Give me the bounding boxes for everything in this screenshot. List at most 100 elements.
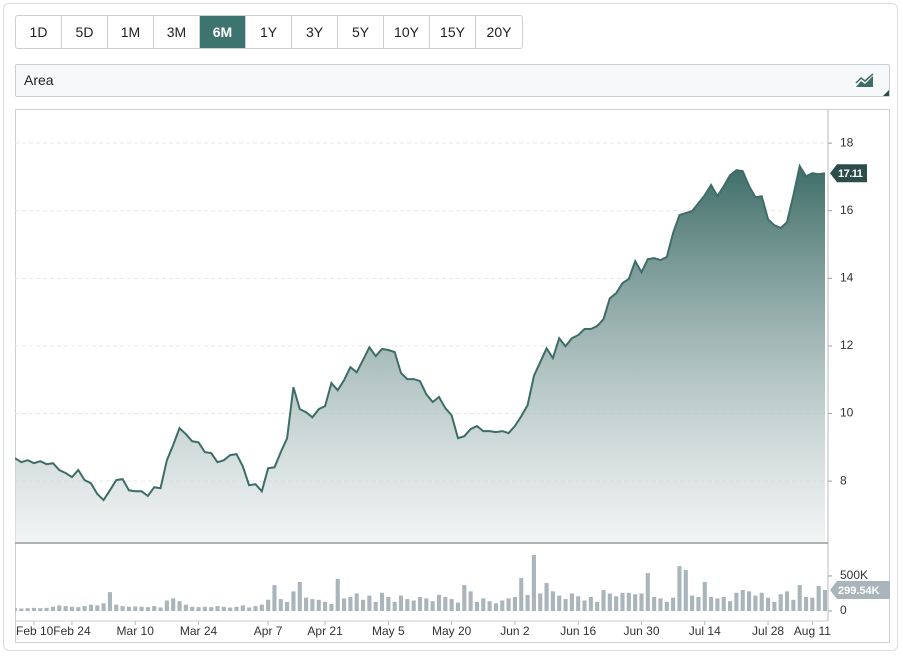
volume-bar bbox=[683, 569, 688, 611]
last-price-tag-bg bbox=[830, 164, 867, 183]
volume-bar bbox=[728, 601, 733, 611]
volume-bar bbox=[183, 604, 188, 611]
y-tick-label: 500K bbox=[840, 568, 868, 582]
volume-bar bbox=[538, 593, 543, 611]
volume-bar bbox=[671, 597, 676, 611]
volume-bar bbox=[550, 591, 555, 611]
y-tick-label: 14 bbox=[840, 271, 854, 285]
x-tick-label: Jun 2 bbox=[500, 624, 530, 638]
volume-bar bbox=[455, 602, 461, 611]
range-button[interactable]: 5D bbox=[62, 16, 108, 48]
volume-bar bbox=[417, 596, 423, 611]
volume-bar bbox=[664, 601, 669, 611]
last-price-tag: 17.11 bbox=[830, 164, 867, 183]
volume-bar bbox=[57, 605, 62, 611]
volume-bar bbox=[487, 601, 492, 611]
volume-bar bbox=[778, 594, 783, 611]
range-button[interactable]: 10Y bbox=[384, 16, 430, 48]
volume-bar bbox=[31, 607, 37, 611]
volume-bar bbox=[753, 595, 758, 611]
volume-bar bbox=[196, 607, 201, 611]
volume-bar bbox=[285, 601, 290, 611]
volume-bar bbox=[69, 606, 75, 611]
volume-bar bbox=[247, 607, 252, 611]
range-button[interactable]: 1D bbox=[16, 16, 62, 48]
volume-bar bbox=[38, 608, 43, 611]
volume-bar bbox=[342, 598, 347, 611]
price-line bbox=[15, 163, 826, 502]
volume-bar bbox=[25, 608, 30, 611]
volume-bar bbox=[411, 600, 416, 611]
volume-bar bbox=[120, 606, 125, 611]
volume-bar bbox=[677, 566, 682, 611]
volume-bar bbox=[278, 599, 283, 611]
x-tick-label: Jun 30 bbox=[623, 624, 659, 638]
volume-bar bbox=[348, 596, 353, 611]
volume-bar bbox=[430, 601, 435, 611]
volume-bar bbox=[386, 596, 391, 611]
range-button[interactable]: 1M bbox=[108, 16, 154, 48]
volume-bar bbox=[443, 596, 448, 611]
volume-bar bbox=[468, 591, 473, 611]
volume-bar bbox=[759, 592, 764, 611]
volume-bar bbox=[114, 604, 119, 611]
volume-bar bbox=[747, 591, 752, 611]
volume-bar bbox=[76, 607, 81, 611]
volume-bar bbox=[500, 600, 505, 611]
volume-bar bbox=[354, 593, 359, 611]
volume-bar bbox=[557, 595, 562, 611]
volume-bar bbox=[202, 606, 207, 611]
volume-bar bbox=[721, 596, 726, 611]
volume-bar bbox=[398, 595, 404, 611]
volume-bar bbox=[152, 606, 157, 611]
volume-bar bbox=[791, 599, 796, 611]
volume-bar bbox=[784, 591, 790, 611]
area-fill bbox=[15, 166, 825, 543]
volume-bar bbox=[690, 595, 695, 611]
volume-bar bbox=[772, 601, 777, 611]
widget-frame bbox=[3, 3, 898, 651]
volume-bar bbox=[291, 591, 296, 611]
volume-bar bbox=[639, 593, 644, 611]
range-button[interactable]: 5Y bbox=[338, 16, 384, 48]
volume-bar bbox=[519, 578, 524, 611]
chart-style-dropdown[interactable]: Area bbox=[15, 64, 890, 97]
resize-corner bbox=[883, 90, 889, 96]
y-tick-label: 18 bbox=[840, 135, 854, 149]
range-button[interactable]: 15Y bbox=[430, 16, 476, 48]
volume-bar bbox=[620, 592, 625, 611]
volume-bar bbox=[803, 596, 809, 611]
volume-bar bbox=[323, 601, 328, 611]
volume-bar bbox=[360, 599, 366, 611]
volume-bar bbox=[266, 599, 271, 611]
volume-bar bbox=[607, 593, 612, 611]
volume-bar bbox=[88, 604, 93, 611]
chart-border bbox=[15, 109, 890, 643]
x-tick-label: May 5 bbox=[372, 624, 405, 638]
chart-style-label: Area bbox=[24, 72, 54, 88]
x-tick-label: Aug 11 bbox=[794, 624, 831, 638]
volume-bar bbox=[765, 597, 771, 611]
volume-bar bbox=[658, 598, 663, 611]
volume-bar bbox=[272, 585, 277, 611]
volume-bar bbox=[709, 596, 714, 611]
volume-bar bbox=[63, 606, 68, 611]
range-button[interactable]: 3Y bbox=[292, 16, 338, 48]
range-button[interactable]: 20Y bbox=[486, 24, 512, 40]
volume-bar bbox=[234, 606, 239, 611]
volume-bar bbox=[696, 596, 701, 611]
volume-bar bbox=[652, 596, 657, 611]
volume-bar bbox=[310, 599, 315, 611]
volume-bar bbox=[373, 601, 378, 611]
x-tick-label: Mar 10 bbox=[117, 624, 155, 638]
volume-bar bbox=[164, 600, 169, 611]
range-button[interactable]: 6M bbox=[200, 16, 246, 48]
volume-bar bbox=[601, 589, 606, 611]
volume-bar bbox=[107, 592, 112, 611]
volume-bar bbox=[15, 608, 18, 611]
range-button[interactable]: 1Y bbox=[246, 16, 292, 48]
range-button[interactable]: 3M bbox=[154, 16, 200, 48]
volume-bar bbox=[582, 600, 587, 611]
volume-bar bbox=[95, 605, 100, 611]
